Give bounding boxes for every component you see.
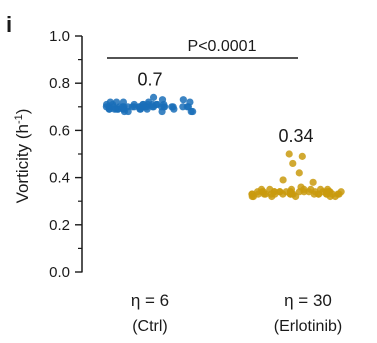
data-point	[337, 188, 345, 196]
x-category-sublabel: (Ctrl)	[132, 318, 168, 335]
data-point	[279, 176, 287, 184]
y-tick-label: 0.2	[49, 217, 70, 234]
data-point	[289, 190, 297, 198]
y-ticks: 0.0 0.2 0.4 0.6 0.8 1.0	[49, 28, 82, 281]
data-point	[118, 103, 127, 111]
data-point	[183, 103, 191, 111]
y-tick-label: 0.6	[49, 122, 70, 139]
data-point	[298, 152, 306, 160]
data-points	[102, 93, 345, 201]
data-point	[248, 190, 256, 198]
data-point	[289, 159, 297, 168]
y-tick-label: 0.0	[49, 264, 70, 281]
mean-label: 0.7	[137, 69, 162, 89]
y-tick-label: 0.4	[49, 170, 70, 187]
data-point	[179, 96, 187, 104]
data-point	[285, 150, 293, 158]
data-point	[157, 103, 166, 111]
data-point	[267, 190, 275, 198]
y-tick-label: 1.0	[49, 28, 70, 45]
data-point	[168, 103, 176, 111]
panel-label: i	[6, 12, 12, 37]
x-category-label: η = 30	[284, 291, 332, 310]
data-point	[136, 105, 144, 113]
data-point	[110, 105, 119, 113]
data-point	[106, 98, 114, 106]
data-point	[148, 100, 156, 109]
x-category-label: η = 6	[131, 291, 169, 310]
data-point	[259, 188, 267, 196]
data-point	[189, 107, 197, 116]
data-point	[307, 185, 315, 193]
data-point	[309, 178, 317, 186]
y-axis-title: Vorticity (h-1)	[13, 109, 32, 204]
significance-label: P<0.0001	[188, 38, 257, 55]
data-point	[295, 188, 304, 196]
data-point	[102, 103, 110, 111]
x-category-sublabel: (Erlotinib)	[274, 318, 342, 335]
data-point	[323, 185, 332, 193]
data-point	[295, 169, 303, 177]
mean-label: 0.34	[278, 126, 313, 146]
y-tick-label: 0.8	[49, 75, 70, 92]
data-point	[253, 188, 262, 196]
x-categories: η = 6 (Ctrl) η = 30 (Erlotinib)	[131, 291, 342, 335]
data-point	[149, 93, 158, 101]
data-labels: 0.7 0.34	[137, 69, 313, 146]
